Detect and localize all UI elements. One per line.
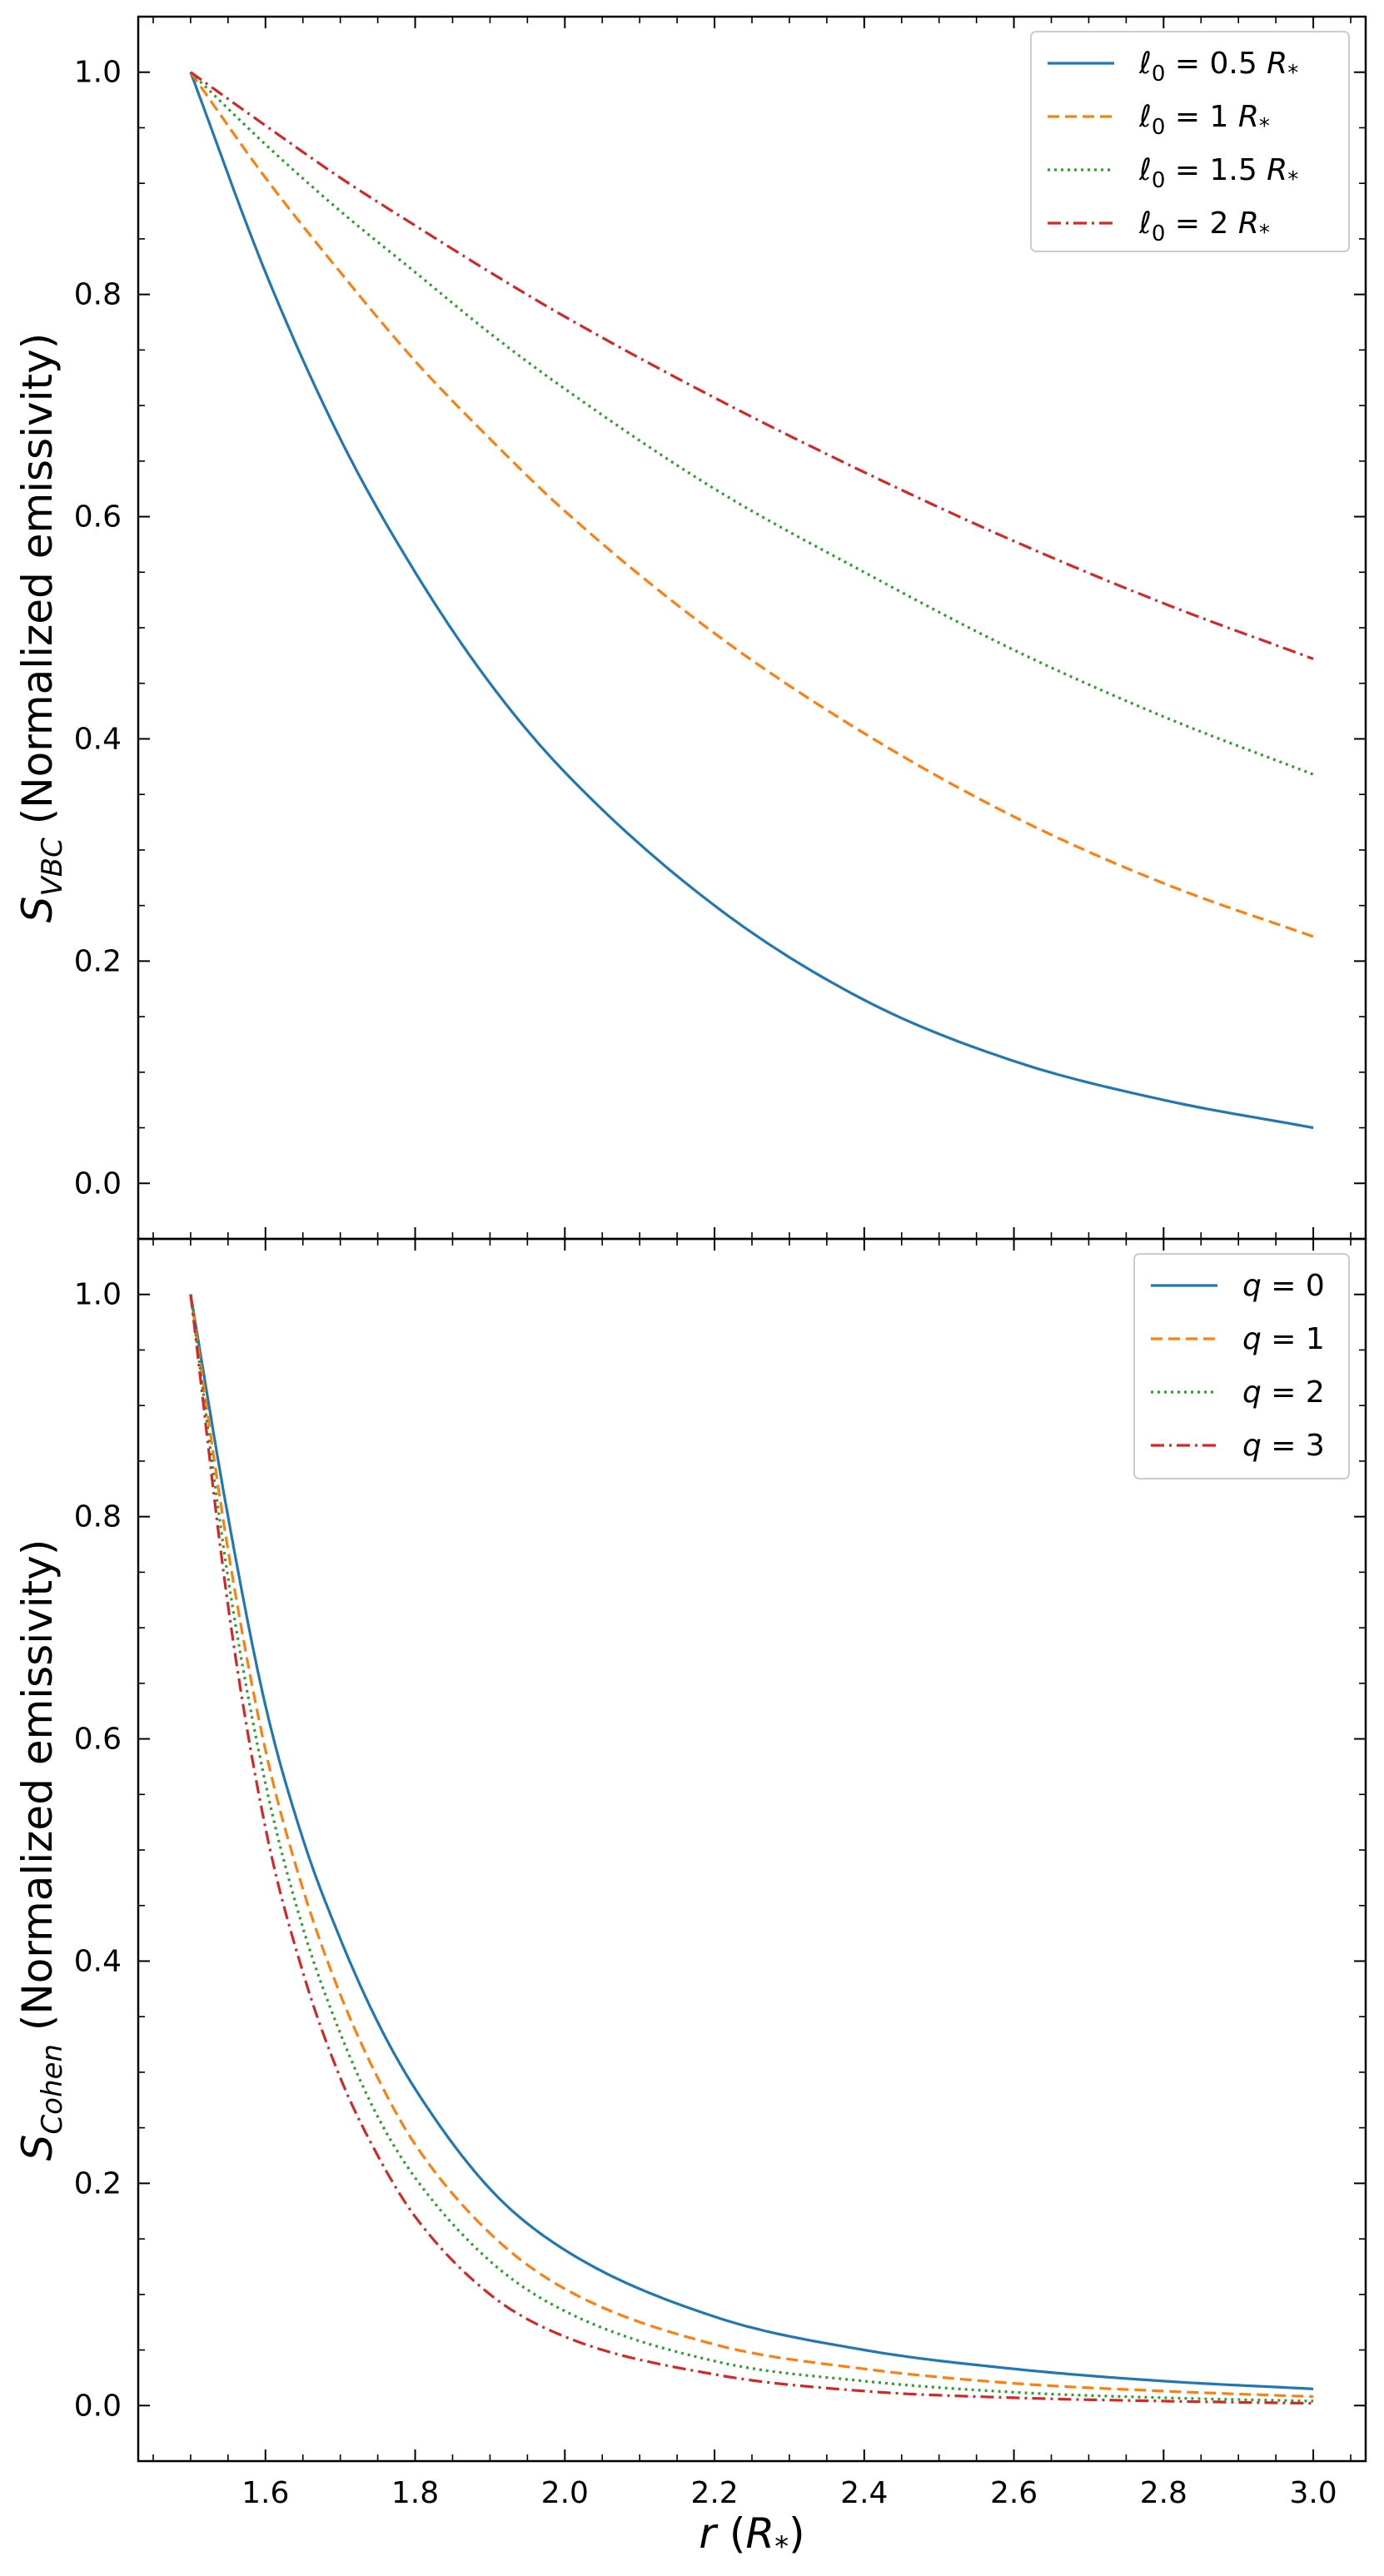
x-tick-label: 2.4 [840, 2476, 888, 2510]
top-legend-label-1: ℓ0 = 1 R* [1138, 100, 1270, 140]
bottom-series-line-0 [189, 1294, 1314, 2390]
bottom-legend: q = 0 q = 1 q = 2 q = 3 [1133, 1253, 1350, 1479]
bottom-series-lines [189, 1294, 1314, 2405]
x-axis-label: r (R*) [699, 2509, 804, 2564]
top-ticks: 0.0 0.2 0.4 0.6 0.8 1.0 [74, 16, 1366, 1240]
bottom-panel: 0.0 0.2 0.4 0.6 0.8 1.0 1.6 1.8 2.0 2.2 2.4 2.6 2.8 3… [13, 1237, 1367, 2564]
x-tick-label: 2.2 [690, 2476, 738, 2510]
top-legend-label-2: ℓ0 = 1.5 R* [1138, 153, 1298, 193]
x-tick-label: 2.0 [541, 2476, 589, 2510]
top-series-line-3 [189, 71, 1314, 660]
top-y-tick-label: 0.6 [74, 500, 122, 535]
top-series-line-0 [189, 72, 1314, 1130]
x-tick-label: 3.0 [1289, 2476, 1337, 2510]
top-legend: ℓ0 = 0.5 R* ℓ0 = 1 R* ℓ0 = 1.5 R* ℓ0 = 2 R* [1030, 31, 1350, 252]
top-panel: 0.00.20.40.60.81.0 ℓ0 = 0.5 R*ℓ0 = 1 R*ℓ… [13, 15, 1367, 1241]
top-legend-label-0: ℓ0 = 0.5 R* [1138, 47, 1298, 87]
bottom-series-line-3 [189, 1294, 1314, 2405]
bottom-y-tick-label: 0.8 [74, 1500, 122, 1534]
top-y-tick-label: 0.2 [74, 944, 122, 978]
bottom-legend-label-2: q = 2 [1242, 1375, 1325, 1410]
top-series-lines [189, 71, 1314, 1130]
x-tick-label: 1.8 [391, 2476, 439, 2510]
bottom-series-line-1 [189, 1294, 1314, 2399]
bottom-y-tick-label: 1.0 [74, 1278, 122, 1312]
bottom-ticks: 0.0 0.2 0.4 0.6 0.8 1.0 1.6 1.8 2.0 2.2 2.4 2.6 2.8 3… [74, 1238, 1366, 2510]
x-tick-label: 2.8 [1140, 2476, 1187, 2510]
top-y-axis-label: SVBC (Normalized emissivity) [13, 333, 69, 922]
bottom-y-tick-label: 0.2 [74, 2166, 122, 2201]
top-y-tick-label: 0.4 [74, 722, 122, 756]
top-series-line-2 [189, 71, 1314, 776]
top-y-tick-label: 1.0 [74, 56, 122, 90]
bottom-legend-label-0: q = 0 [1242, 1269, 1325, 1303]
bottom-legend-label-1: q = 1 [1242, 1322, 1325, 1356]
top-series-line-1 [189, 71, 1314, 938]
bottom-legend-box [1133, 1253, 1350, 1479]
top-legend-label-3: ℓ0 = 2 R* [1138, 206, 1270, 246]
bottom-y-tick-label: 0.4 [74, 1944, 122, 1978]
top-y-tick-label: 0.8 [74, 278, 122, 312]
x-tick-label: 2.6 [990, 2476, 1038, 2510]
bottom-y-tick-label: 0.0 [74, 2389, 122, 2423]
bottom-y-axis-label: SCohen (Normalized emissivity) [13, 1539, 69, 2161]
top-legend-box [1030, 31, 1350, 252]
bottom-y-tick-label: 0.6 [74, 1723, 122, 1757]
x-tick-label: 1.6 [241, 2476, 289, 2510]
bottom-legend-label-3: q = 3 [1242, 1429, 1325, 1463]
top-y-tick-label: 0.0 [74, 1166, 122, 1201]
